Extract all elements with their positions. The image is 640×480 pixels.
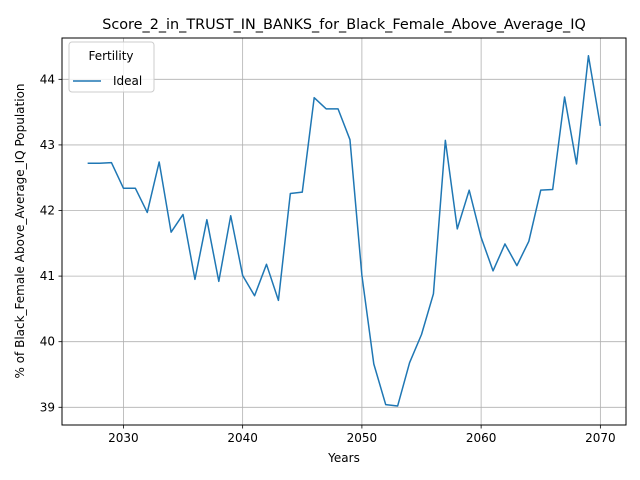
y-tick-label: 41 bbox=[40, 269, 55, 283]
y-tick-label: 40 bbox=[40, 335, 55, 349]
x-tick-label: 2040 bbox=[227, 431, 258, 445]
y-tick-label: 39 bbox=[40, 400, 55, 414]
x-tick-label: 2060 bbox=[466, 431, 497, 445]
x-tick-label: 2050 bbox=[347, 431, 378, 445]
chart-title: Score_2_in_TRUST_IN_BANKS_for_Black_Fema… bbox=[102, 17, 586, 33]
x-axis-label: Years bbox=[327, 451, 360, 465]
x-tick-label: 2030 bbox=[108, 431, 139, 445]
legend-label-ideal: Ideal bbox=[113, 74, 142, 88]
y-axis-label: % of Black_Female Above_Average_IQ Popul… bbox=[13, 83, 27, 378]
x-tick-label: 2070 bbox=[585, 431, 616, 445]
y-tick-label: 43 bbox=[40, 138, 55, 152]
legend-title: Fertility bbox=[88, 49, 133, 63]
legend: Fertility Ideal bbox=[69, 42, 154, 92]
y-tick-label: 44 bbox=[40, 72, 55, 86]
y-tick-label: 42 bbox=[40, 204, 55, 218]
